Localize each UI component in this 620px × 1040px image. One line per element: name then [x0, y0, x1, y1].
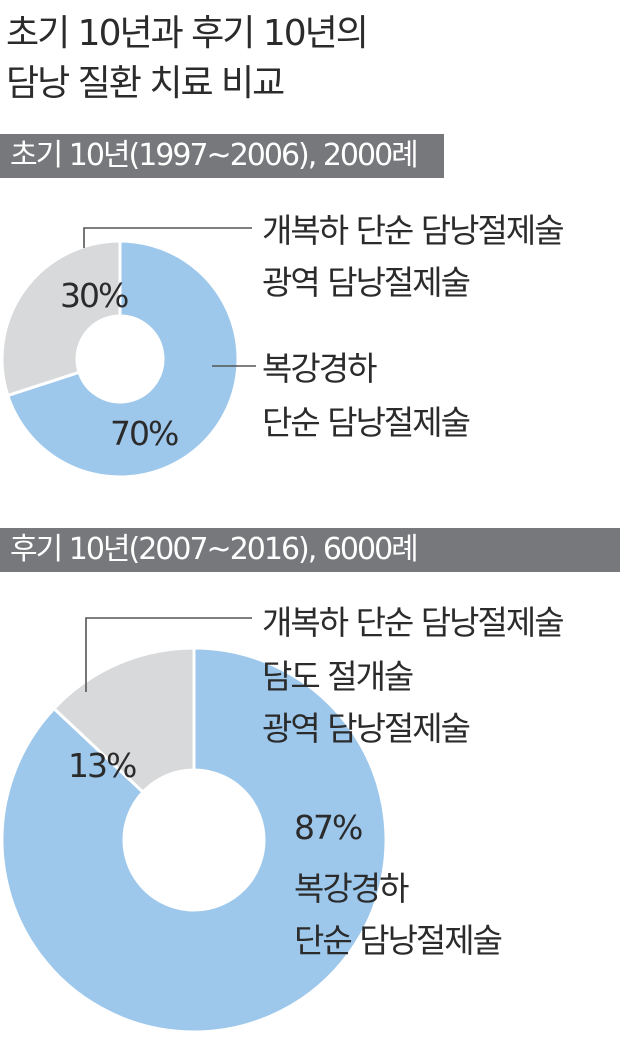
category-label-late-open-2: 담도 절개술 [262, 657, 414, 696]
donut-slice-late-lap [0, 646, 388, 1034]
chart-title-line-1: 초기 10년과 후기 10년의 [6, 13, 369, 54]
category-label-late-lap-2: 단순 담낭절제술 [294, 921, 503, 960]
section-title-early: 초기 10년(1997~2006), 2000례 [10, 138, 419, 173]
category-label-late-open-1: 개복하 단순 담낭절제술 [262, 603, 565, 642]
category-label-early-open-2: 광역 담낭절제술 [262, 263, 471, 302]
donut-late [0, 646, 388, 1034]
section-bar-late: 후기 10년(2007~2016), 6000례 [0, 528, 620, 572]
donut-slice-early-open [0, 239, 122, 398]
donut-slice-early-lap [5, 239, 240, 479]
section-title-late: 후기 10년(2007~2016), 6000례 [10, 532, 419, 567]
slice-label-late-open: 13% [68, 746, 137, 785]
category-label-late-open-3: 광역 담낭절제술 [262, 709, 471, 748]
category-label-early-lap-1: 복강경하 [262, 349, 377, 388]
leader-line-late-open [85, 617, 252, 692]
chart-title-line-2: 담낭 질환 치료 비교 [6, 63, 285, 104]
category-label-early-lap-2: 단순 담낭절제술 [262, 403, 471, 442]
leader-line-early-open [83, 227, 252, 248]
donut-early [0, 239, 240, 479]
section-bar-early: 초기 10년(1997~2006), 2000례 [0, 134, 444, 178]
category-label-early-open-1: 개복하 단순 담낭절제술 [262, 211, 565, 250]
slice-label-late-lap: 87% [294, 808, 363, 847]
slice-label-early-open: 30% [60, 276, 129, 315]
slice-label-early-lap: 70% [110, 414, 179, 453]
category-label-late-lap-1: 복강경하 [294, 869, 409, 908]
